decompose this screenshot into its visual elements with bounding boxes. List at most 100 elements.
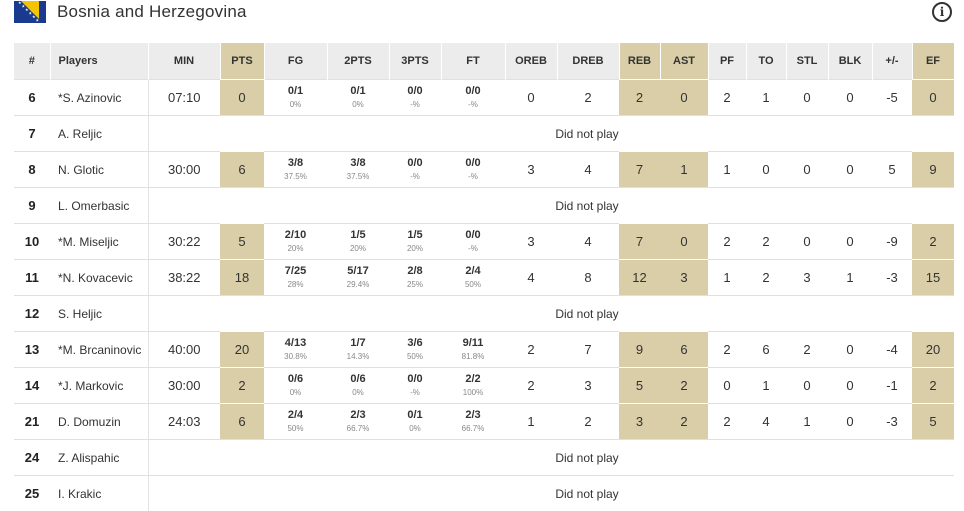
player-name[interactable]: *J. Markovic bbox=[50, 368, 148, 404]
turnovers: 1 bbox=[746, 368, 786, 404]
column-header-ef[interactable]: EF bbox=[912, 43, 954, 80]
blocks: 0 bbox=[828, 80, 872, 116]
player-number: 12 bbox=[14, 296, 50, 332]
turnovers: 0 bbox=[746, 152, 786, 188]
blocks: 0 bbox=[828, 368, 872, 404]
minutes: 30:22 bbox=[148, 224, 220, 260]
rebounds: 3 bbox=[619, 404, 660, 440]
column-header-[interactable]: +/- bbox=[872, 43, 912, 80]
column-header-ft[interactable]: FT bbox=[441, 43, 505, 80]
assists: 0 bbox=[660, 80, 708, 116]
free-throws: 0/0-% bbox=[441, 80, 505, 116]
efficiency: 20 bbox=[912, 332, 954, 368]
assists: 0 bbox=[660, 224, 708, 260]
column-header-players[interactable]: Players bbox=[50, 43, 148, 80]
free-throws-pct: -% bbox=[441, 171, 505, 182]
column-header-min[interactable]: MIN bbox=[148, 43, 220, 80]
free-throws-made: 9/11 bbox=[441, 338, 505, 349]
column-header-reb[interactable]: REB bbox=[619, 43, 660, 80]
offensive-rebounds: 2 bbox=[505, 332, 557, 368]
field-goals-made: 2/10 bbox=[264, 230, 327, 241]
player-name[interactable]: L. Omerbasic bbox=[50, 188, 148, 224]
plus-minus: -3 bbox=[872, 260, 912, 296]
column-header-dreb[interactable]: DREB bbox=[557, 43, 619, 80]
column-header-to[interactable]: TO bbox=[746, 43, 786, 80]
offensive-rebounds: 0 bbox=[505, 80, 557, 116]
field-goals-made: 2/4 bbox=[264, 410, 327, 421]
efficiency: 15 bbox=[912, 260, 954, 296]
minutes: 30:00 bbox=[148, 368, 220, 404]
steals: 0 bbox=[786, 152, 828, 188]
field-goals-made: 4/13 bbox=[264, 338, 327, 349]
three-pointers-made: 0/1 bbox=[389, 410, 441, 421]
minutes: 07:10 bbox=[148, 80, 220, 116]
player-name[interactable]: D. Domuzin bbox=[50, 404, 148, 440]
field-goals-pct: 37.5% bbox=[264, 171, 327, 182]
column-header-pf[interactable]: PF bbox=[708, 43, 746, 80]
player-name[interactable]: S. Heljic bbox=[50, 296, 148, 332]
column-header-ast[interactable]: AST bbox=[660, 43, 708, 80]
rebounds: 7 bbox=[619, 152, 660, 188]
free-throws-made: 0/0 bbox=[441, 230, 505, 241]
plus-minus: 5 bbox=[872, 152, 912, 188]
column-header-fg[interactable]: FG bbox=[264, 43, 327, 80]
svg-text:★: ★ bbox=[36, 18, 40, 23]
column-header-2pts[interactable]: 2PTS bbox=[327, 43, 389, 80]
field-goals-pct: 20% bbox=[264, 243, 327, 254]
free-throws-pct: 66.7% bbox=[441, 423, 505, 434]
plus-minus: -9 bbox=[872, 224, 912, 260]
free-throws: 0/0-% bbox=[441, 224, 505, 260]
efficiency: 5 bbox=[912, 404, 954, 440]
points: 6 bbox=[220, 404, 264, 440]
three-pointers-pct: 25% bbox=[389, 279, 441, 290]
points: 2 bbox=[220, 368, 264, 404]
steals: 2 bbox=[786, 332, 828, 368]
free-throws-made: 2/2 bbox=[441, 374, 505, 385]
points: 0 bbox=[220, 80, 264, 116]
player-name[interactable]: *M. Brcaninovic bbox=[50, 332, 148, 368]
player-name[interactable]: *N. Kovacevic bbox=[50, 260, 148, 296]
player-name[interactable]: A. Reljic bbox=[50, 116, 148, 152]
player-name[interactable]: Z. Alispahic bbox=[50, 440, 148, 476]
assists: 1 bbox=[660, 152, 708, 188]
free-throws: 0/0-% bbox=[441, 152, 505, 188]
efficiency: 2 bbox=[912, 224, 954, 260]
column-header-3pts[interactable]: 3PTS bbox=[389, 43, 441, 80]
free-throws-pct: 50% bbox=[441, 279, 505, 290]
points: 18 bbox=[220, 260, 264, 296]
defensive-rebounds: 4 bbox=[557, 152, 619, 188]
turnovers: 2 bbox=[746, 260, 786, 296]
turnovers: 4 bbox=[746, 404, 786, 440]
info-icon[interactable]: i bbox=[932, 2, 952, 22]
three-pointers: 0/0-% bbox=[389, 152, 441, 188]
column-header-oreb[interactable]: OREB bbox=[505, 43, 557, 80]
points: 6 bbox=[220, 152, 264, 188]
free-throws-pct: 100% bbox=[441, 387, 505, 398]
column-header-pts[interactable]: PTS bbox=[220, 43, 264, 80]
player-name[interactable]: *M. Miseljic bbox=[50, 224, 148, 260]
efficiency: 2 bbox=[912, 368, 954, 404]
minutes bbox=[148, 440, 220, 476]
field-goals: 3/8 37.5% bbox=[264, 152, 327, 188]
column-header-[interactable]: # bbox=[14, 43, 50, 80]
player-number: 8 bbox=[14, 152, 50, 188]
player-name[interactable]: *S. Azinovic bbox=[50, 80, 148, 116]
two-pointers-made: 1/7 bbox=[327, 338, 389, 349]
free-throws: 2/2 100% bbox=[441, 368, 505, 404]
field-goals-made: 3/8 bbox=[264, 158, 327, 169]
free-throws-made: 2/3 bbox=[441, 410, 505, 421]
column-header-blk[interactable]: BLK bbox=[828, 43, 872, 80]
efficiency: 9 bbox=[912, 152, 954, 188]
blocks: 0 bbox=[828, 224, 872, 260]
player-name[interactable]: N. Glotic bbox=[50, 152, 148, 188]
column-header-stl[interactable]: STL bbox=[786, 43, 828, 80]
steals: 1 bbox=[786, 404, 828, 440]
